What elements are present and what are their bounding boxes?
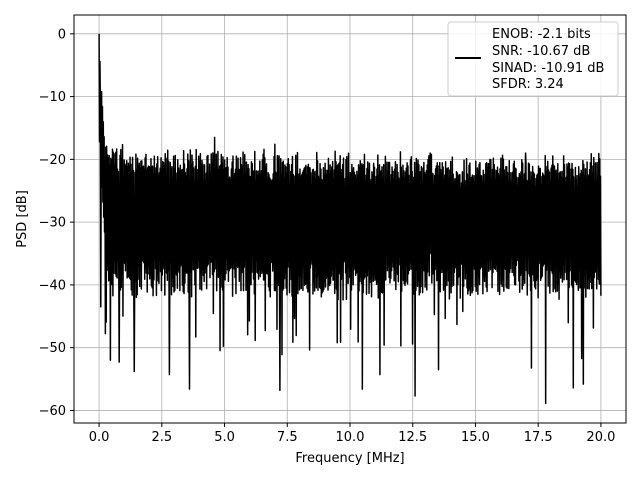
- y-axis-label: PSD [dB]: [15, 190, 30, 248]
- legend: ENOB: -2.1 bits SNR: -10.67 dB SINAD: -1…: [447, 21, 619, 97]
- y-tick-label: −20: [39, 153, 66, 168]
- x-tick-label: 7.5: [277, 430, 298, 445]
- x-tick-label: 5.0: [214, 430, 235, 445]
- y-tick-label: −50: [39, 341, 66, 356]
- x-tick-label: 12.5: [398, 430, 427, 445]
- y-tick-label: −10: [39, 90, 66, 105]
- x-tick-label: 10.0: [336, 430, 365, 445]
- x-tick-label: 15.0: [461, 430, 490, 445]
- y-tick-label: −30: [39, 216, 66, 231]
- x-axis-label: Frequency [MHz]: [295, 451, 404, 466]
- legend-sinad: SINAD: -10.91 dB: [492, 61, 604, 76]
- ticks: 0.0 2.5 5.0 7.5 10.0 12.5 15.0 17.5 20.0 0 −10 −20 −…: [39, 27, 616, 445]
- series-layer: [98, 33, 602, 405]
- legend-enob: ENOB: -2.1 bits: [492, 27, 591, 42]
- y-tick-label: −40: [39, 278, 66, 293]
- y-tick-label: 0: [58, 27, 66, 42]
- x-tick-label: 0.0: [89, 430, 110, 445]
- legend-sfdr: SFDR: 3.24: [492, 77, 564, 92]
- legend-box: [447, 21, 619, 97]
- series-psd-line: [98, 33, 602, 405]
- x-tick-label: 2.5: [151, 430, 172, 445]
- legend-snr: SNR: -10.67 dB: [492, 44, 590, 59]
- x-tick-label: 17.5: [524, 430, 553, 445]
- x-tick-label: 20.0: [586, 430, 615, 445]
- y-tick-label: −60: [39, 404, 66, 419]
